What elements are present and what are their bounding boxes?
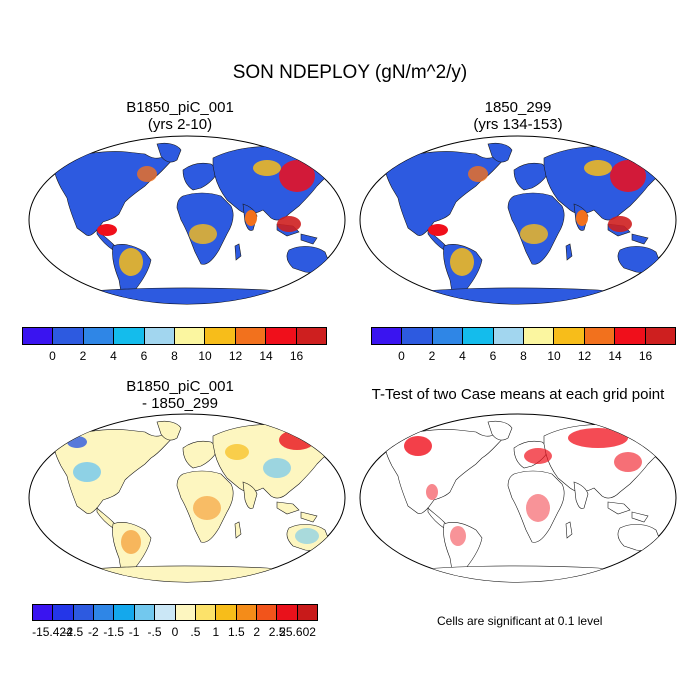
colorbar-tick-label: 4 [459, 349, 466, 363]
colorbar-swatch [432, 328, 464, 344]
colorbar-swatch [114, 605, 135, 620]
panel-3-title-line2: - 1850_299 [142, 395, 218, 412]
figure-title: SON NDEPLOY (gN/m^2/y) [232, 62, 468, 83]
colorbar-swatch [524, 328, 555, 344]
colorbar-swatch [144, 328, 176, 344]
hotspots [428, 160, 646, 276]
map-panel-2 [358, 134, 678, 306]
colorbar-tick-label: 10 [547, 349, 561, 363]
colorbar-swatch [175, 605, 196, 620]
colorbar-swatch [53, 605, 74, 620]
panel-4-title-line1: T-Test of two Case means at each grid po… [371, 386, 665, 403]
colorbar-tick-label: 1.5 [227, 625, 245, 639]
colorbar-swatch [297, 605, 318, 620]
colorbar-tick-label: 0 [398, 349, 405, 363]
colorbar-swatch [73, 605, 95, 620]
map-panel-3 [27, 412, 347, 584]
colorbar-tick-label: 6 [140, 349, 148, 363]
map-panel-1-svg [28, 135, 346, 305]
panel-2-title-line1: 1850_299 [484, 99, 552, 116]
colorbar-tick-label: -2.5 [62, 625, 84, 639]
colorbar-tick-label: -15.424 [32, 625, 73, 639]
panel-1-title: B1850_piC_001 (yrs 2-10) [20, 99, 340, 133]
map-panel-3-svg [28, 413, 346, 583]
colorbar-swatch [645, 328, 676, 344]
colorbar-tick-label: 12 [577, 349, 592, 363]
map-panel-4-svg [359, 413, 677, 583]
panel-1-title-line1: B1850_piC_001 [126, 99, 234, 116]
colorbar-swatch [266, 328, 297, 344]
colorbar-swatch [83, 328, 115, 344]
colorbar-swatch [23, 328, 54, 344]
colorbar-tick-label: 8 [171, 349, 178, 363]
panel-4-title: T-Test of two Case means at each grid po… [348, 386, 688, 403]
colorbar-tick-label: 2 [428, 349, 436, 363]
colorbar-tick-label: 0 [49, 349, 56, 363]
colorbar-tick-label: 2.5 [268, 625, 286, 639]
colorbar-tick-label: 16 [289, 349, 304, 363]
colorbar-tick-label: 4 [110, 349, 117, 363]
colorbar-tick-label: 12 [228, 349, 243, 363]
colorbar-tick-label: 14 [608, 349, 622, 363]
colorbar-swatch [296, 328, 327, 344]
colorbar-tick-label: 6 [489, 349, 497, 363]
colorbar-swatch [33, 605, 54, 620]
significant-cells [404, 428, 642, 546]
significance-note: Cells are significant at 0.1 level [437, 614, 603, 628]
colorbar-swatch [372, 328, 403, 344]
colorbar-swatch [216, 605, 237, 620]
colorbar-tick-label: -2 [87, 625, 99, 639]
colorbar-tick-label: 2 [79, 349, 87, 363]
colorbar-tick-label: 1 [212, 625, 220, 639]
colorbar-swatch [155, 605, 176, 620]
colorbar-swatch [584, 328, 616, 344]
map-panel-2-svg [359, 135, 677, 305]
colorbar-swatch [236, 605, 257, 620]
colorbar-tick-label: 25.602 [279, 625, 316, 639]
colorbar-swatch [205, 328, 236, 344]
map-panel-4 [358, 412, 678, 584]
colorbar-swatch [195, 605, 217, 620]
colorbar-swatch [114, 328, 145, 344]
colorbar-swatch [175, 328, 206, 344]
panel-3-title-line1: B1850_piC_001 [126, 378, 234, 395]
colorbar-tick-label: 16 [638, 349, 653, 363]
colorbar-swatch [235, 328, 267, 344]
colorbar-swatch [615, 328, 646, 344]
colorbar-tick-label: 10 [198, 349, 212, 363]
colorbar-tick-label: -.5 [147, 625, 162, 639]
panel-1-title-line2: (yrs 2-10) [147, 116, 213, 133]
colorbar-tick-label: 14 [259, 349, 273, 363]
panel-2-title-line2: (yrs 134-153) [473, 116, 563, 133]
map-panel-1 [27, 134, 347, 306]
colorbar-swatch [277, 605, 298, 620]
colorbar-tick-label: 8 [520, 349, 527, 363]
panel-2-title: 1850_299 (yrs 134-153) [358, 99, 678, 133]
colorbar-swatch [53, 328, 84, 344]
panel-3-title: B1850_piC_001 - 1850_299 [20, 378, 340, 412]
colorbar-tick-label: -1.5 [103, 625, 125, 639]
colorbar-swatch [402, 328, 433, 344]
colorbar-panel-1 [22, 327, 327, 345]
colorbar-tick-label: -1 [128, 625, 140, 639]
colorbar-swatch [554, 328, 585, 344]
colorbar-swatch [493, 328, 525, 344]
colorbar-swatch [134, 605, 156, 620]
colorbar-tick-label: 0 [171, 625, 179, 639]
colorbar-swatch [463, 328, 494, 344]
colorbar-swatch [94, 605, 115, 620]
colorbar-tick-label: 2 [253, 625, 261, 639]
colorbar-diff [32, 604, 318, 621]
colorbar-panel-2 [371, 327, 676, 345]
hotspots [97, 160, 315, 276]
colorbar-tick-label: .5 [190, 625, 201, 639]
colorbar-swatch [256, 605, 278, 620]
